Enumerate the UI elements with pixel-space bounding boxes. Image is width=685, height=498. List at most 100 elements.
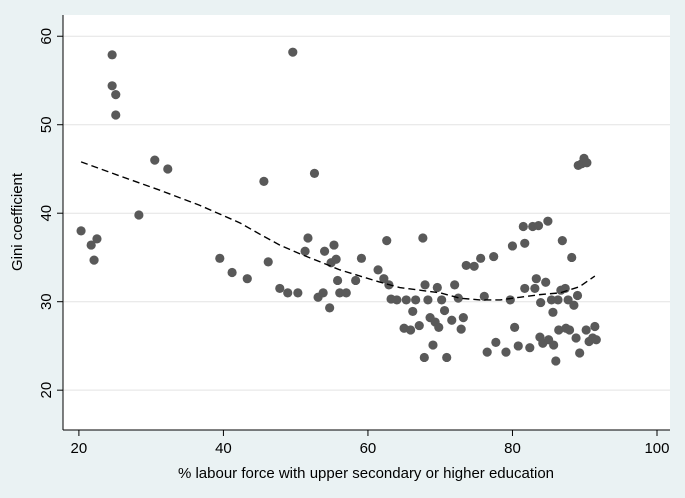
point [569,300,579,310]
point [513,341,523,351]
point [563,295,573,305]
point [553,295,563,305]
point [227,267,237,278]
point [373,265,383,275]
point [567,252,577,263]
point [423,295,433,305]
point [379,274,389,284]
point [447,315,457,325]
point [572,290,583,301]
point [242,274,252,284]
point [107,81,117,91]
point [319,246,330,256]
point [518,221,528,232]
point [351,275,361,286]
y-tick-label: 30 [38,293,55,310]
point [432,282,442,293]
point [341,288,351,298]
point [541,277,551,287]
point [329,240,339,250]
point [489,251,499,262]
point [293,288,303,298]
point [332,275,343,286]
point [530,283,540,294]
point [259,176,269,186]
point [86,240,96,250]
x-tick-label: 40 [215,440,232,457]
point [479,291,489,301]
x-tick-label: 100 [644,440,669,457]
point [590,321,600,332]
point [418,233,428,243]
point [439,305,450,316]
point [442,352,452,363]
point [401,295,411,305]
point [505,295,515,305]
point [283,288,293,298]
point [309,168,320,178]
point [525,343,535,353]
point [335,288,345,298]
point [408,306,418,317]
point [554,325,564,335]
point [591,335,601,345]
point [134,210,144,220]
point [89,255,99,265]
point [111,110,121,120]
point [520,238,530,248]
point [501,347,511,357]
point [507,241,518,251]
point [450,280,460,290]
x-tick-label: 60 [360,440,377,457]
point [564,325,575,335]
point [458,313,468,323]
point [325,303,335,313]
point [150,155,160,165]
point [533,220,544,231]
point [111,90,121,100]
point [520,283,530,294]
point [356,253,367,263]
point [107,50,117,60]
point [469,261,479,271]
point [303,233,313,243]
point [414,320,424,331]
point [263,257,273,267]
point [510,322,520,332]
point [434,322,444,332]
x-tick-label: 80 [504,440,521,457]
point [476,253,486,263]
point [419,352,429,363]
y-tick-label: 60 [38,28,55,45]
y-tick-label: 40 [38,205,55,222]
point [551,356,561,366]
point [456,324,466,334]
point [437,295,447,305]
point [482,347,492,357]
x-tick-label: 20 [71,440,88,457]
point [531,274,541,284]
point [571,333,581,343]
point [288,47,298,57]
plot-area [63,15,670,430]
point [461,260,471,271]
point [546,295,557,305]
point [76,226,86,236]
point [215,253,225,263]
point [575,348,585,358]
point [582,158,592,168]
point [491,337,501,347]
point [392,295,402,305]
y-axis-label: Gini coefficient [9,172,26,271]
point [382,236,392,246]
point [405,325,416,335]
point [331,254,341,264]
point [543,216,553,226]
point [163,164,173,174]
y-tick-label: 20 [38,382,55,399]
point [548,307,558,317]
x-axis-label: % labour force with upper secondary or h… [178,465,554,482]
fit-line [80,161,596,301]
